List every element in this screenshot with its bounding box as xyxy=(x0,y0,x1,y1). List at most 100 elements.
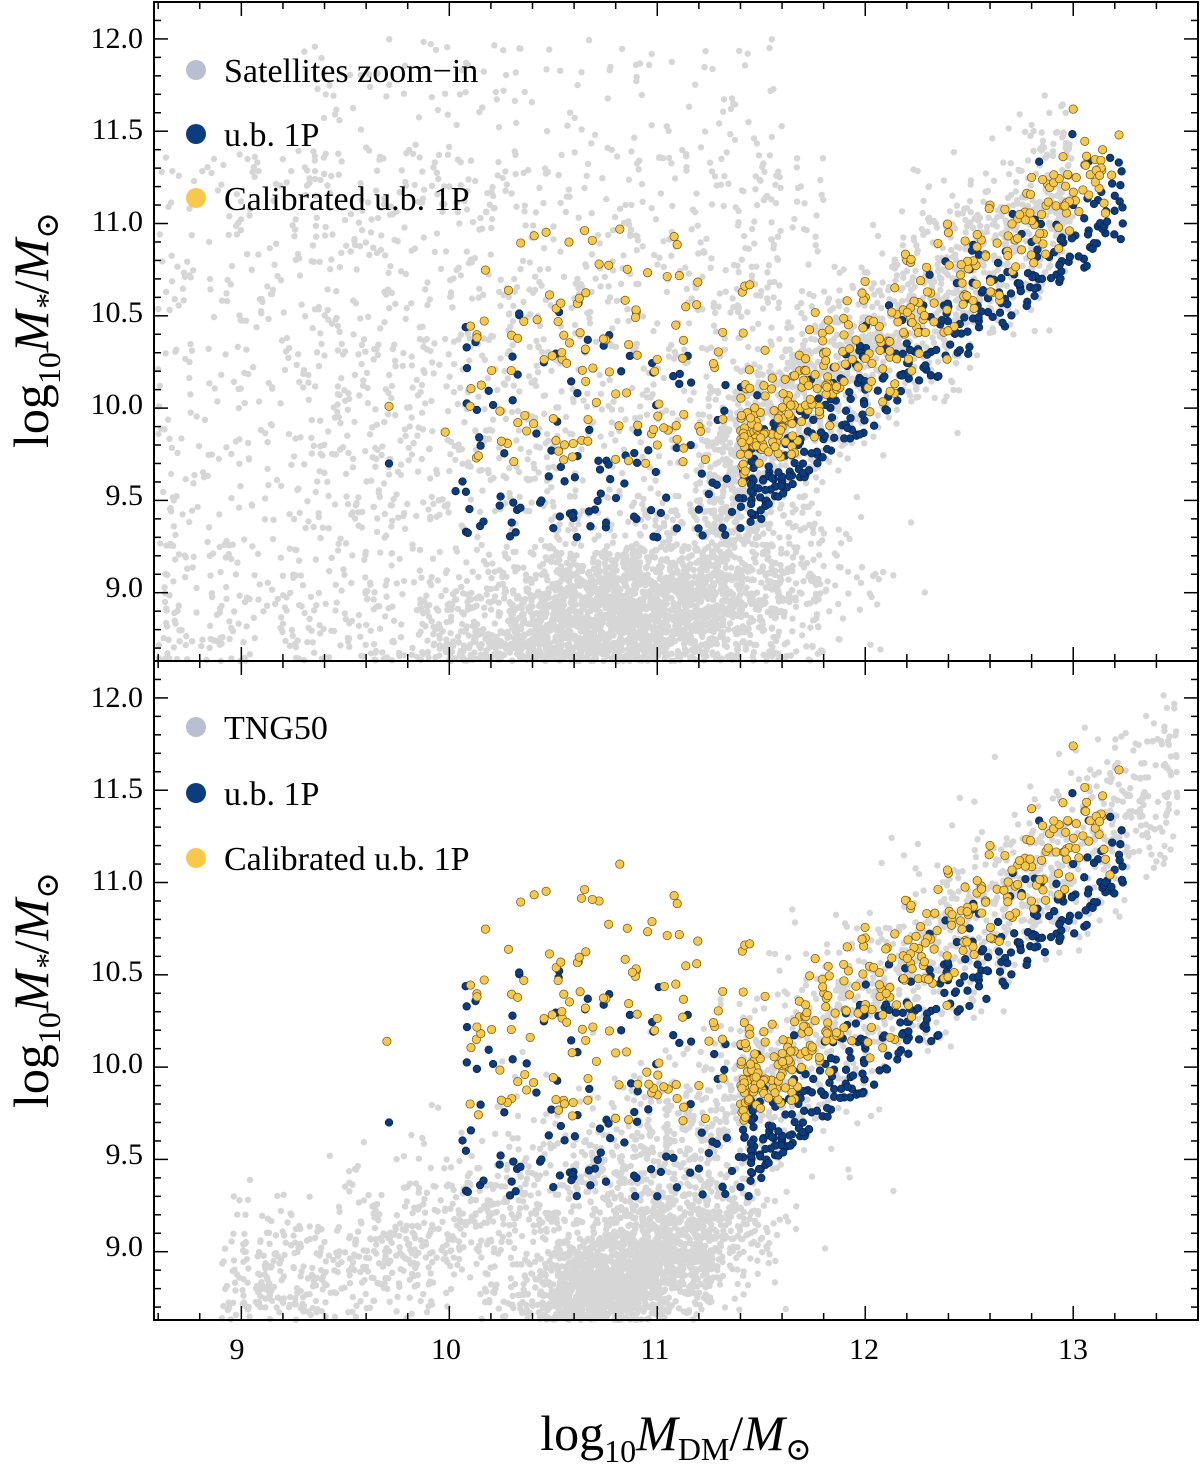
gray-point xyxy=(425,613,433,620)
gray-point xyxy=(833,352,840,360)
gray-point xyxy=(363,369,371,377)
gray-point xyxy=(189,564,196,571)
gray-point xyxy=(809,643,816,651)
gray-point xyxy=(840,266,847,273)
top-gray-scatter xyxy=(155,36,1077,665)
gray-point xyxy=(567,614,575,621)
gray-point xyxy=(874,232,882,240)
gray-point xyxy=(419,650,427,658)
gray-point xyxy=(571,540,578,547)
gray-point xyxy=(334,547,342,554)
gray-point xyxy=(677,653,684,660)
gray-point xyxy=(308,434,315,441)
gray-point xyxy=(718,155,725,162)
gray-point xyxy=(296,378,303,386)
gray-point xyxy=(722,637,729,644)
gray-point xyxy=(378,232,385,239)
gray-point xyxy=(1062,109,1069,117)
gray-point xyxy=(497,302,504,310)
gray-point xyxy=(992,232,999,239)
gray-point xyxy=(427,516,434,523)
gray-point xyxy=(706,159,714,166)
gray-point xyxy=(666,459,674,467)
gray-point xyxy=(279,628,286,636)
gray-point xyxy=(186,518,193,526)
gray-point xyxy=(480,557,488,565)
gray-point xyxy=(527,591,534,598)
gray-point xyxy=(726,572,733,580)
gray-point xyxy=(444,408,452,415)
gray-point xyxy=(1040,144,1048,151)
gray-point xyxy=(656,575,663,583)
gray-point xyxy=(1065,161,1072,169)
gray-point xyxy=(335,540,342,547)
gray-point xyxy=(738,256,745,263)
gray-point xyxy=(660,519,668,527)
gray-point xyxy=(226,635,233,643)
gray-point xyxy=(733,365,740,372)
gray-point xyxy=(703,645,710,652)
gray-point xyxy=(388,382,396,390)
gray-point xyxy=(833,552,840,559)
gray-point xyxy=(204,164,211,171)
gray-point xyxy=(714,650,721,658)
gray-point xyxy=(334,322,341,330)
gray-point xyxy=(672,619,679,626)
gray-point xyxy=(809,578,816,585)
gray-point xyxy=(376,603,383,610)
gray-point xyxy=(233,231,241,238)
gray-point xyxy=(672,562,679,570)
gray-point xyxy=(710,528,718,535)
gray-point xyxy=(584,390,591,397)
gray-point xyxy=(342,397,349,404)
gray-point xyxy=(593,650,600,657)
gray-point xyxy=(628,632,635,640)
gray-point xyxy=(679,548,686,555)
gray-point xyxy=(870,433,877,440)
gray-point xyxy=(637,613,644,620)
gray-point xyxy=(579,477,586,484)
gray-point xyxy=(382,252,389,259)
gray-point xyxy=(310,523,317,531)
gray-point xyxy=(989,135,996,142)
gray-point xyxy=(718,498,725,506)
gray-point xyxy=(613,650,620,657)
gray-point xyxy=(404,500,411,508)
gray-point xyxy=(318,340,325,348)
gray-point xyxy=(1028,121,1035,129)
gray-point xyxy=(278,337,286,344)
gray-point xyxy=(504,375,511,382)
gray-point xyxy=(291,233,298,240)
gray-point xyxy=(776,534,783,541)
gray-point xyxy=(609,539,616,546)
gray-point xyxy=(528,499,535,506)
gray-point xyxy=(777,505,784,512)
gray-point xyxy=(396,652,403,660)
gray-point xyxy=(417,596,424,603)
gray-point xyxy=(705,395,712,402)
gray-point xyxy=(625,518,632,525)
gray-point xyxy=(419,426,427,433)
gray-point xyxy=(532,575,539,582)
gray-point xyxy=(768,586,776,593)
gray-point xyxy=(324,306,331,314)
gray-point xyxy=(229,541,236,548)
gray-point xyxy=(507,640,515,648)
gray-point xyxy=(527,602,535,609)
gray-point xyxy=(393,580,400,587)
gray-point xyxy=(1012,188,1019,195)
gray-point xyxy=(204,538,211,546)
gray-point xyxy=(578,600,585,608)
gray-point xyxy=(839,615,847,622)
gray-point xyxy=(171,556,179,563)
gray-point xyxy=(733,646,741,653)
gray-point xyxy=(417,628,424,635)
gray-point xyxy=(775,304,782,312)
gray-point xyxy=(217,568,224,576)
gray-point xyxy=(783,382,790,390)
gray-point xyxy=(408,353,415,360)
gray-point xyxy=(449,304,456,311)
gray-point xyxy=(201,416,209,423)
gray-point xyxy=(608,419,615,426)
gray-point xyxy=(645,558,652,565)
